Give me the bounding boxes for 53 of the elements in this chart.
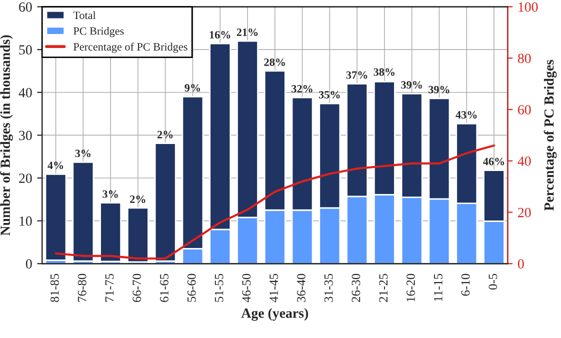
legend-label: Total [73,11,96,20]
x-tick-label: 6-10 [461,274,470,296]
y2-tick-label: 20 [518,208,531,218]
y-tick-label: 60 [19,2,32,12]
x-tick-label: 21-25 [379,274,388,302]
legend-label: Percentage of PC Bridges [74,42,188,53]
y2-tick-label: 100 [518,2,538,12]
x-tick-label: 41-45 [270,274,278,302]
annotation: 39% [428,86,450,94]
x-tick-label: 16-20 [406,274,415,302]
annotation: 2% [157,130,173,138]
legend-label: PC Bridges [74,26,124,38]
annotation: 2% [130,195,146,203]
x-tick-label: 0-5 [488,274,498,290]
annotation: 16% [210,31,230,39]
y2-tick-label: 40 [518,156,531,166]
y-tick-label: 30 [19,130,32,140]
y-tick-label: 50 [19,45,32,55]
x-tick-label: 71-75 [105,274,114,302]
y2-tick-label: 80 [518,54,531,64]
x-axis-title: Age (years) [241,308,308,321]
annotation: 4% [48,162,64,170]
annotation: 9% [184,84,200,92]
x-tick-label: 81-85 [50,274,59,302]
y2-tick-label: 0 [518,259,524,269]
x-tick-label: 46-50 [242,274,251,302]
annotation: 37% [346,71,368,79]
y-tick-label: 20 [19,174,32,183]
x-tick-label: 51-55 [214,274,224,302]
x-tick-label: 36-40 [296,274,306,302]
annotation: 32% [292,84,312,93]
annotation: 46% [483,158,504,166]
y-axis-title: Number of Bridges (in thousands) [0,35,13,236]
x-tick-label: 66-70 [132,274,142,302]
x-tick-label: 56-60 [187,274,196,302]
annotation: 39% [401,81,422,89]
x-tick-label: 11-15 [434,274,442,301]
annotation: 43% [456,111,477,119]
x-tick-label: 26-30 [352,274,360,302]
y2-axis-title: Percentage of PC Bridges [544,60,557,211]
annotation: 38% [374,68,395,76]
annotation: 3% [102,190,118,198]
x-tick-label: 31-35 [324,274,333,302]
y-tick-label: 0 [26,259,32,269]
x-tick-label: 61-65 [160,274,168,302]
y2-tick-label: 60 [518,105,531,114]
annotation: 28% [264,58,285,66]
x-tick-label: 76-80 [78,274,86,302]
annotation: 35% [318,90,340,99]
annotation: 21% [236,28,258,36]
annotation: 3% [75,150,90,158]
y-tick-label: 40 [18,88,32,98]
y-tick-label: 10 [20,216,32,226]
